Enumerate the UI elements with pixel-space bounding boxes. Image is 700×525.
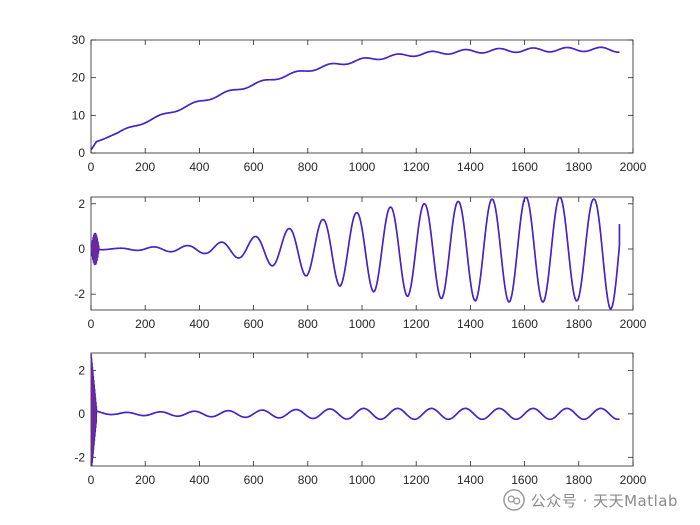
y-tick-label: 2 [78, 363, 85, 377]
x-tick-label: 400 [189, 473, 209, 487]
y-tick-label: 0 [78, 407, 85, 421]
subplot-2-axes: 0 200 400 600 800 1000 1200 1400 1600 1800 2000 -2 0… [74, 196, 647, 331]
x-tick-label: 600 [244, 473, 264, 487]
y-tick-label: 2 [78, 197, 85, 211]
x-tick-label: 200 [135, 317, 155, 331]
x-tick-label: 200 [135, 160, 155, 174]
x-tick-label: 1000 [349, 160, 376, 174]
x-tick-label: 400 [189, 317, 209, 331]
y-tick-label: -2 [74, 287, 85, 301]
x-tick-label: 1800 [565, 160, 592, 174]
x-tick-label: 400 [189, 160, 209, 174]
x-tick-label: 1200 [403, 473, 430, 487]
watermark-text: 公众号 · 天天Matlab [530, 491, 678, 510]
subplot-1-axes: 0 200 400 600 800 1000 1200 1400 1600 1800 2000 0 10… [72, 33, 647, 174]
watermark: 公众号 · 天天Matlab [502, 489, 678, 511]
subplot-3-axes: 0 200 400 600 800 1000 1200 1400 1600 1800 2000-20… [74, 352, 647, 487]
series-line-overlay [91, 46, 620, 151]
y-tick-label: 0 [78, 242, 85, 256]
x-tick-label: 1000 [349, 473, 376, 487]
x-tick-label: 600 [244, 160, 264, 174]
x-tick-label: 1200 [403, 317, 430, 331]
x-tick-label: 1800 [565, 317, 592, 331]
y-tick-label: -2 [74, 450, 85, 464]
x-tick-label: 1000 [349, 317, 376, 331]
series-line-overlay [91, 354, 620, 466]
x-tick-label: 200 [135, 473, 155, 487]
x-tick-label: 1800 [565, 473, 592, 487]
x-tick-label: 2000 [620, 317, 647, 331]
x-tick-label: 800 [298, 317, 318, 331]
y-tick-label: 20 [72, 71, 86, 85]
y-tick-label: 0 [78, 146, 85, 160]
x-tick-label: 0 [88, 473, 95, 487]
x-tick-label: 2000 [620, 473, 647, 487]
x-tick-label: 0 [88, 160, 95, 174]
series-line-overlay [91, 197, 620, 310]
wechat-icon [502, 489, 525, 511]
x-tick-label: 1400 [457, 473, 484, 487]
x-tick-label: 1400 [457, 160, 484, 174]
y-tick-label: 30 [72, 33, 86, 47]
x-tick-label: 2000 [620, 160, 647, 174]
x-tick-label: 800 [298, 160, 318, 174]
x-tick-label: 1600 [511, 160, 538, 174]
x-tick-label: 1200 [403, 160, 430, 174]
x-tick-label: 1600 [511, 317, 538, 331]
x-tick-label: 800 [298, 473, 318, 487]
x-tick-label: 1400 [457, 317, 484, 331]
y-tick-label: 10 [72, 108, 86, 122]
plot-area [90, 39, 634, 154]
x-tick-label: 1600 [511, 473, 538, 487]
x-tick-label: 600 [244, 317, 264, 331]
x-tick-label: 0 [88, 317, 95, 331]
